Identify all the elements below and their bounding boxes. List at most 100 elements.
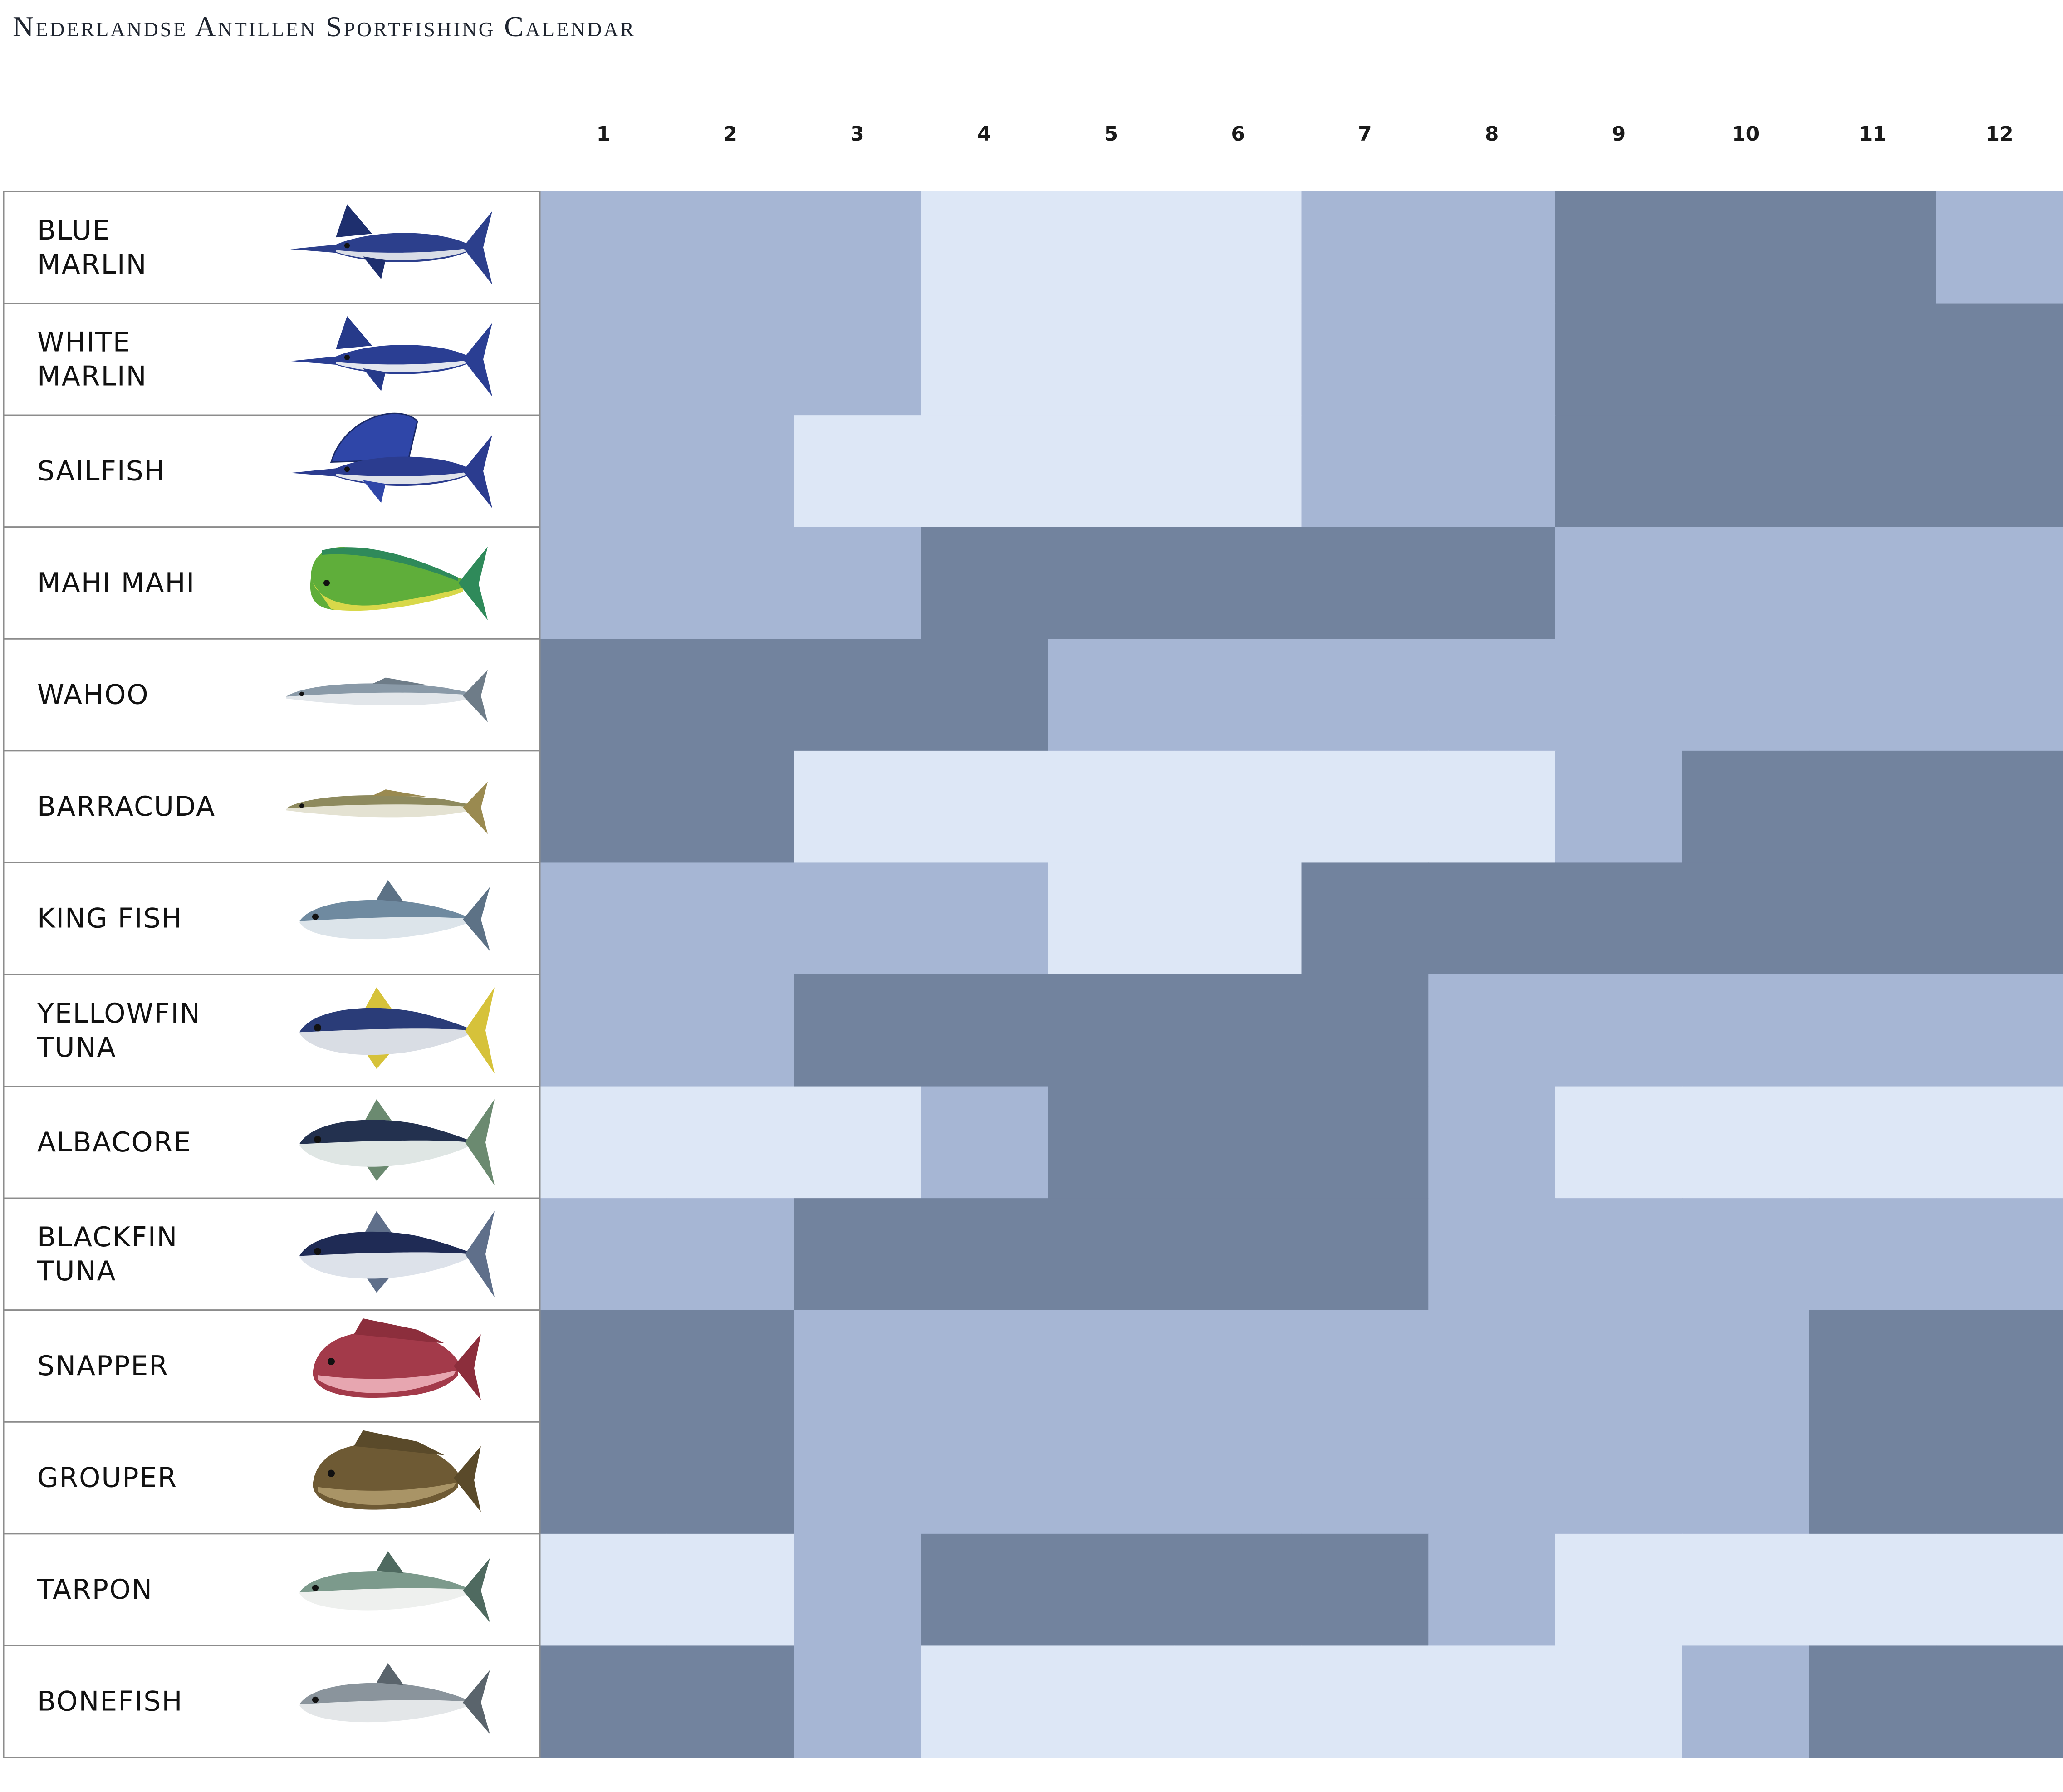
- species-name: BONEFISH: [37, 1686, 183, 1718]
- species-name: MARLIN: [37, 360, 147, 392]
- month-label: 5: [1104, 122, 1118, 146]
- heatmap-cell: [666, 1198, 794, 1311]
- species-row: BARRACUDA: [3, 750, 541, 863]
- heatmap-cell: [1555, 1086, 1683, 1199]
- heatmap-cell: [1936, 974, 2063, 1087]
- heatmap-cell: [540, 1422, 667, 1534]
- heatmap-cell: [1936, 191, 2063, 304]
- species-row: SAILFISH: [3, 412, 541, 528]
- white-marlin-icon: [290, 316, 492, 397]
- heatmap-cell: [1048, 1310, 1175, 1423]
- heatmap-cell: [1048, 1533, 1175, 1646]
- species-row: ALBACORE: [3, 1086, 541, 1199]
- heatmap-cell: [1048, 1645, 1175, 1758]
- heatmap-cell: [1301, 862, 1429, 975]
- heatmap-cell: [1809, 1533, 1937, 1646]
- heatmap-cell: [666, 750, 794, 863]
- month-labels: 1 2 3 4 5 6 7 8 9 10 11 12: [597, 122, 2014, 146]
- heatmap-cell: [1174, 639, 1302, 751]
- heatmap-cell: [1301, 639, 1429, 751]
- heatmap-cell: [666, 862, 794, 975]
- heatmap-cell: [794, 1645, 921, 1758]
- heatmap-cell: [1301, 1198, 1429, 1311]
- heatmap-cell: [921, 639, 1048, 751]
- heatmap-cell: [794, 974, 921, 1087]
- heatmap-cell: [794, 1422, 921, 1534]
- heatmap-cell: [1555, 1645, 1683, 1758]
- blackfin-tuna-icon: [299, 1211, 495, 1297]
- heatmap-cell: [1301, 415, 1429, 528]
- heatmap-cell: [921, 1198, 1048, 1311]
- heatmap-cell: [1048, 750, 1175, 863]
- heatmap-cell: [1555, 1198, 1683, 1311]
- tarpon-icon: [299, 1551, 490, 1623]
- heatmap-cell: [1428, 1310, 1556, 1423]
- heatmap-cell: [1809, 1086, 1937, 1199]
- heatmap-cell: [921, 1533, 1048, 1646]
- species-name: BARRACUDA: [37, 791, 216, 823]
- heatmap-cell: [1809, 527, 1937, 640]
- heatmap-cell: [1428, 639, 1556, 751]
- heatmap-cell: [1174, 1086, 1302, 1199]
- month-label: 12: [1986, 122, 2014, 146]
- heatmap-cell: [1936, 639, 2063, 751]
- heatmap-cell: [794, 1086, 921, 1199]
- heatmap-cell: [1555, 303, 1683, 416]
- heatmap-cell: [1682, 974, 1810, 1087]
- heatmap-cell: [540, 639, 667, 751]
- month-label: 9: [1612, 122, 1626, 146]
- species-row: GROUPER: [3, 1421, 541, 1535]
- heatmap-cell: [794, 1533, 921, 1646]
- heatmap-cell: [1682, 1086, 1810, 1199]
- mahi-mahi-icon: [310, 547, 488, 620]
- heatmap-cell: [1682, 191, 1810, 304]
- heatmap-cell: [1174, 415, 1302, 528]
- heatmap-cell: [1809, 1310, 1937, 1423]
- heatmap-cell: [1936, 1645, 2063, 1758]
- heatmap-cell: [1809, 639, 1937, 751]
- species-row: BONEFISH: [3, 1645, 541, 1758]
- species-name: TUNA: [37, 1032, 117, 1063]
- heatmap-cell: [1301, 191, 1429, 304]
- heatmap-cell: [1428, 1198, 1556, 1311]
- albacore-icon: [299, 1099, 495, 1185]
- species-name: TARPON: [37, 1574, 153, 1606]
- species-row: SNAPPER: [3, 1309, 541, 1423]
- heatmap-cell: [1682, 639, 1810, 751]
- king-fish-icon: [299, 880, 490, 951]
- heatmap-cell: [921, 1086, 1048, 1199]
- heatmap-cell: [666, 415, 794, 528]
- heatmap-cell: [1048, 639, 1175, 751]
- heatmap-cell: [1174, 862, 1302, 975]
- heatmap-cell: [540, 303, 667, 416]
- heatmap-cell: [540, 415, 667, 528]
- species-name: KING FISH: [37, 903, 183, 935]
- wahoo-icon: [286, 670, 488, 722]
- species-name: WAHOO: [37, 679, 149, 711]
- heatmap-cell: [1428, 1645, 1556, 1758]
- heatmap-cell: [794, 1198, 921, 1311]
- month-label: 1: [597, 122, 611, 146]
- heatmap-cell: [921, 750, 1048, 863]
- heatmap-cell: [1555, 1310, 1683, 1423]
- heatmap-cell: [540, 750, 667, 863]
- heatmap-cell: [921, 303, 1048, 416]
- heatmap-cell: [1682, 527, 1810, 640]
- heatmap-cell: [1809, 303, 1937, 416]
- species-name: BLACKFIN: [37, 1221, 178, 1253]
- heatmap-cell: [1174, 1198, 1302, 1311]
- heatmap-cell: [1809, 1645, 1937, 1758]
- heatmap-cell: [1174, 527, 1302, 640]
- species-row: TARPON: [3, 1533, 541, 1646]
- heatmap-cell: [1809, 862, 1937, 975]
- heatmap-cell: [1936, 1086, 2063, 1199]
- species-name: GROUPER: [37, 1462, 177, 1494]
- heatmap-cell: [1048, 974, 1175, 1087]
- heatmap-cell: [1428, 1086, 1556, 1199]
- heatmap-cell: [1682, 1422, 1810, 1534]
- heatmap-cell: [1555, 750, 1683, 863]
- heatmap-cell: [1682, 1198, 1810, 1311]
- heatmap-cell: [1809, 1198, 1937, 1311]
